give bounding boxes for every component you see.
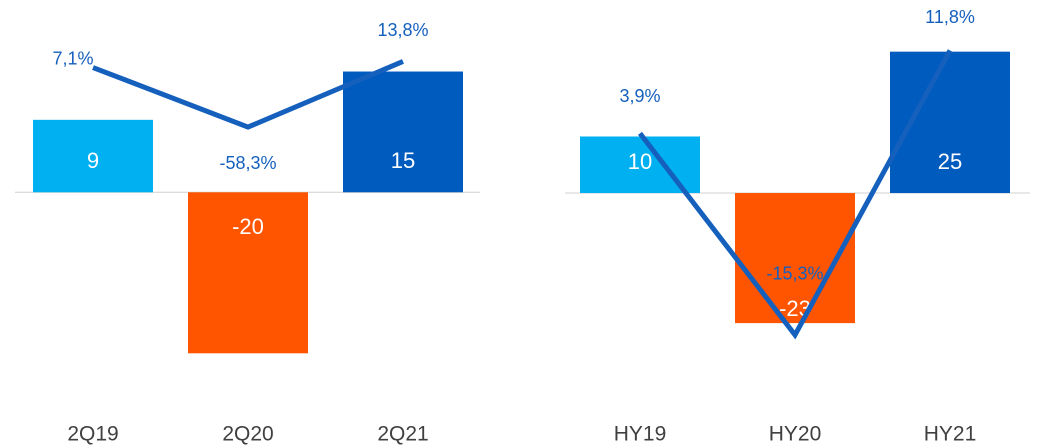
line-label: 11,8% [925, 7, 975, 27]
bar-label: 9 [87, 148, 99, 173]
bar-label: 25 [938, 149, 962, 174]
line [638, 49, 953, 340]
bar-label: 10 [628, 149, 652, 174]
bar [188, 192, 308, 354]
line-label: 7,1% [52, 48, 93, 68]
x-tick-label: HY20 [769, 423, 822, 446]
x-tick-label: HY19 [614, 423, 667, 446]
bar [33, 119, 153, 193]
line-label: -58,3% [219, 153, 276, 173]
bar [343, 71, 463, 193]
x-tick-label: 2Q20 [222, 423, 273, 446]
line-label: 3,9% [619, 86, 660, 106]
line-label: 13,8% [377, 20, 428, 40]
bar-label: 15 [391, 148, 415, 173]
x-tick-label: 2Q19 [67, 423, 118, 446]
bar-label: -20 [232, 214, 264, 239]
x-tick-label: HY21 [924, 423, 977, 446]
line-label: -15,3% [766, 264, 823, 284]
line [92, 59, 404, 130]
x-tick-label: 2Q21 [377, 423, 428, 446]
